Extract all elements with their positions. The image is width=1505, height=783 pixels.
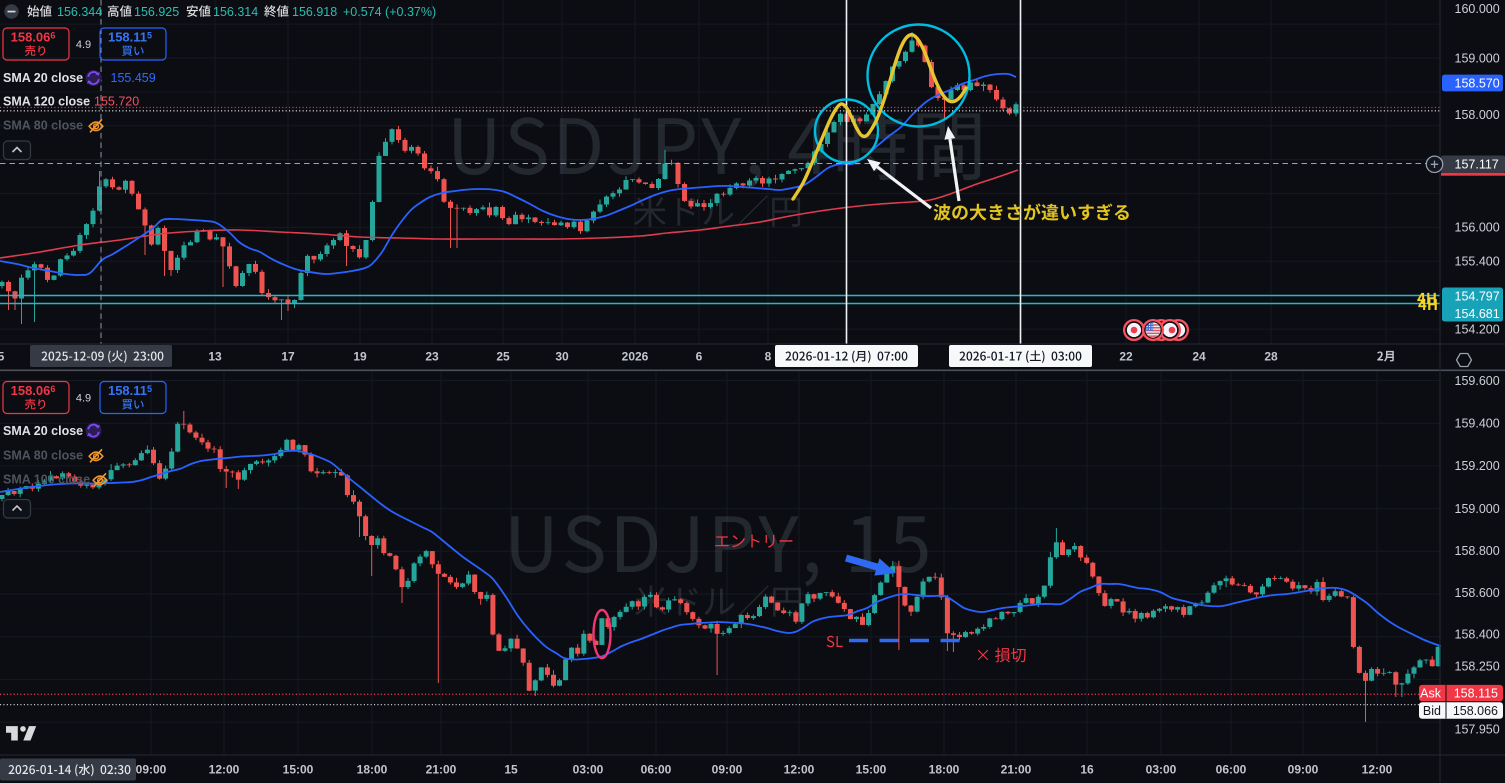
svg-text:+0.574 (+0.37%): +0.574 (+0.37%) [343, 5, 436, 19]
svg-text:4.9: 4.9 [76, 39, 91, 51]
svg-text:12:00: 12:00 [209, 763, 240, 777]
svg-text:13: 13 [208, 350, 222, 364]
svg-text:15:00: 15:00 [856, 763, 887, 777]
svg-text:159.000: 159.000 [1455, 51, 1500, 65]
svg-text:158.066: 158.066 [11, 383, 56, 398]
svg-text:SMA 20 close: SMA 20 close [3, 71, 83, 85]
svg-text:28: 28 [1264, 350, 1278, 364]
svg-text:18:00: 18:00 [357, 763, 388, 777]
svg-text:22: 22 [1119, 350, 1133, 364]
svg-text:159.600: 159.600 [1455, 374, 1500, 388]
svg-text:4.9: 4.9 [76, 393, 91, 405]
svg-text:158.066: 158.066 [11, 30, 56, 45]
svg-text:21:00: 21:00 [426, 763, 457, 777]
svg-text:06:00: 06:00 [641, 763, 672, 777]
svg-text:154.681: 154.681 [1455, 307, 1500, 321]
svg-text:5: 5 [0, 350, 5, 364]
svg-text:6: 6 [696, 350, 703, 364]
svg-text:15:00: 15:00 [283, 763, 314, 777]
svg-text:09:00: 09:00 [1288, 763, 1319, 777]
svg-text:156.918: 156.918 [292, 5, 337, 19]
svg-text:19: 19 [353, 350, 367, 364]
svg-text:155.400: 155.400 [1455, 255, 1500, 269]
svg-text:158.250: 158.250 [1455, 660, 1500, 674]
svg-text:SMA 100 close: SMA 100 close [3, 473, 90, 487]
svg-text:SMA 80 close: SMA 80 close [3, 119, 83, 133]
svg-text:158.115: 158.115 [108, 383, 152, 398]
svg-text:SMA 120 close: SMA 120 close [3, 95, 90, 109]
svg-text:157.950: 157.950 [1455, 723, 1500, 737]
svg-text:Bid: Bid [1423, 704, 1441, 718]
svg-text:SMA 20 close: SMA 20 close [3, 424, 83, 438]
svg-text:155.459: 155.459 [111, 71, 156, 85]
svg-text:158.600: 158.600 [1455, 586, 1500, 600]
svg-text:157.117: 157.117 [1455, 157, 1499, 171]
svg-text:03:00: 03:00 [573, 763, 604, 777]
svg-text:16: 16 [1080, 763, 1094, 777]
svg-text:18:00: 18:00 [929, 763, 960, 777]
svg-text:158.115: 158.115 [108, 30, 152, 45]
svg-text:158.400: 158.400 [1455, 628, 1500, 642]
svg-text:12:00: 12:00 [1362, 763, 1393, 777]
svg-text:09:00: 09:00 [712, 763, 743, 777]
svg-text:156.314: 156.314 [213, 5, 258, 19]
svg-text:2026: 2026 [622, 350, 649, 364]
svg-text:25: 25 [496, 350, 510, 364]
svg-text:155.720: 155.720 [94, 95, 139, 109]
svg-text:23: 23 [425, 350, 439, 364]
svg-text:158.115: 158.115 [1454, 686, 1498, 700]
svg-text:159.000: 159.000 [1455, 502, 1500, 516]
svg-text:158.000: 158.000 [1455, 108, 1500, 122]
svg-text:154.797: 154.797 [1455, 289, 1500, 303]
svg-text:12:00: 12:00 [784, 763, 815, 777]
svg-text:156.344: 156.344 [57, 5, 102, 19]
svg-text:156.000: 156.000 [1455, 221, 1500, 235]
svg-text:03:00: 03:00 [1146, 763, 1177, 777]
svg-text:21:00: 21:00 [1001, 763, 1032, 777]
svg-text:30: 30 [555, 350, 569, 364]
svg-text:24: 24 [1192, 350, 1206, 364]
svg-text:158.800: 158.800 [1455, 544, 1500, 558]
svg-text:156.925: 156.925 [134, 5, 179, 19]
svg-text:158.066: 158.066 [1453, 704, 1498, 718]
svg-text:SMA 80 close: SMA 80 close [3, 449, 83, 463]
svg-text:17: 17 [281, 350, 295, 364]
svg-text:06:00: 06:00 [1216, 763, 1247, 777]
svg-text:160.000: 160.000 [1455, 2, 1500, 16]
svg-text:154.200: 154.200 [1455, 322, 1500, 336]
svg-text:158.570: 158.570 [1455, 76, 1500, 90]
svg-text:Ask: Ask [1420, 686, 1442, 700]
svg-text:8: 8 [765, 350, 772, 364]
svg-text:15: 15 [504, 763, 518, 777]
svg-text:09:00: 09:00 [136, 763, 167, 777]
svg-text:159.200: 159.200 [1455, 459, 1500, 473]
svg-text:159.400: 159.400 [1455, 417, 1500, 431]
